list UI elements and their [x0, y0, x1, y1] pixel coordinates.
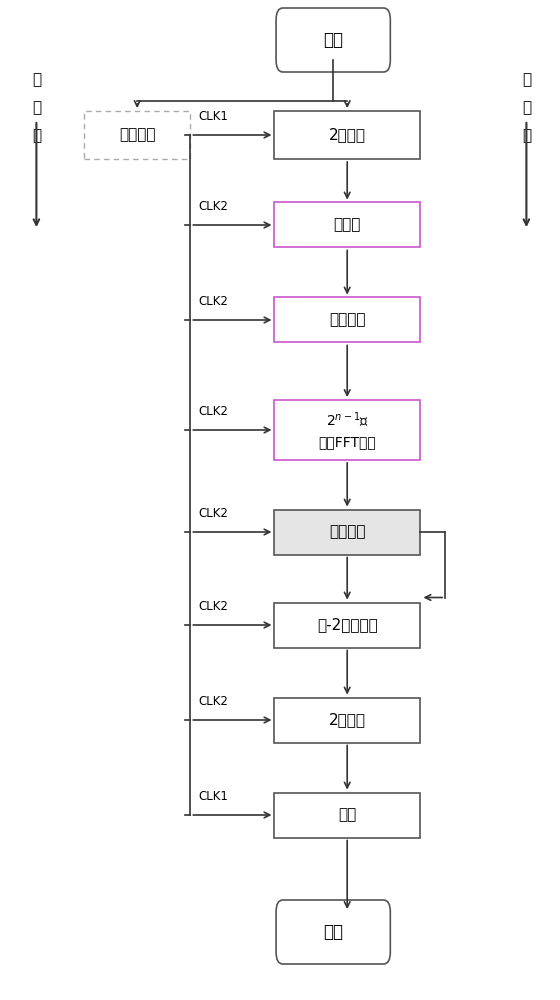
Text: 流: 流 — [522, 101, 531, 115]
FancyBboxPatch shape — [274, 602, 420, 648]
FancyBboxPatch shape — [274, 111, 420, 159]
Text: 并行FFT运算: 并行FFT运算 — [318, 435, 376, 449]
Text: CLK2: CLK2 — [199, 405, 228, 418]
FancyBboxPatch shape — [274, 202, 420, 247]
Text: 并串转换: 并串转换 — [329, 312, 366, 328]
Text: CLK2: CLK2 — [199, 600, 228, 613]
Text: 基-2蝶形运算: 基-2蝶形运算 — [317, 617, 377, 633]
Text: 子: 子 — [32, 73, 41, 88]
Text: CLK1: CLK1 — [199, 790, 228, 803]
Text: 开始: 开始 — [323, 31, 343, 49]
Text: 主: 主 — [522, 73, 531, 88]
FancyBboxPatch shape — [274, 792, 420, 838]
Text: 程: 程 — [32, 128, 41, 143]
Text: CLK1: CLK1 — [199, 110, 228, 123]
FancyBboxPatch shape — [276, 900, 390, 964]
Text: CLK2: CLK2 — [199, 507, 228, 520]
Text: 流: 流 — [32, 101, 41, 115]
FancyBboxPatch shape — [276, 8, 390, 72]
Text: 程: 程 — [522, 128, 531, 143]
Text: 延时模块: 延时模块 — [329, 524, 366, 540]
FancyBboxPatch shape — [274, 400, 420, 460]
Text: CLK2: CLK2 — [199, 295, 228, 308]
Text: 时钟倍频: 时钟倍频 — [119, 127, 156, 142]
Text: 2倍抽取: 2倍抽取 — [329, 127, 366, 142]
Text: 2倍抽取: 2倍抽取 — [329, 712, 366, 728]
FancyBboxPatch shape — [274, 297, 420, 342]
Text: 重采样: 重采样 — [334, 218, 361, 232]
Text: $2^{n-1}$点: $2^{n-1}$点 — [326, 410, 368, 430]
FancyBboxPatch shape — [84, 111, 190, 159]
FancyBboxPatch shape — [274, 698, 420, 742]
Text: 输出: 输出 — [338, 808, 356, 822]
Text: CLK2: CLK2 — [199, 200, 228, 213]
FancyBboxPatch shape — [274, 510, 420, 554]
Text: 结束: 结束 — [323, 923, 343, 941]
Text: CLK2: CLK2 — [199, 695, 228, 708]
